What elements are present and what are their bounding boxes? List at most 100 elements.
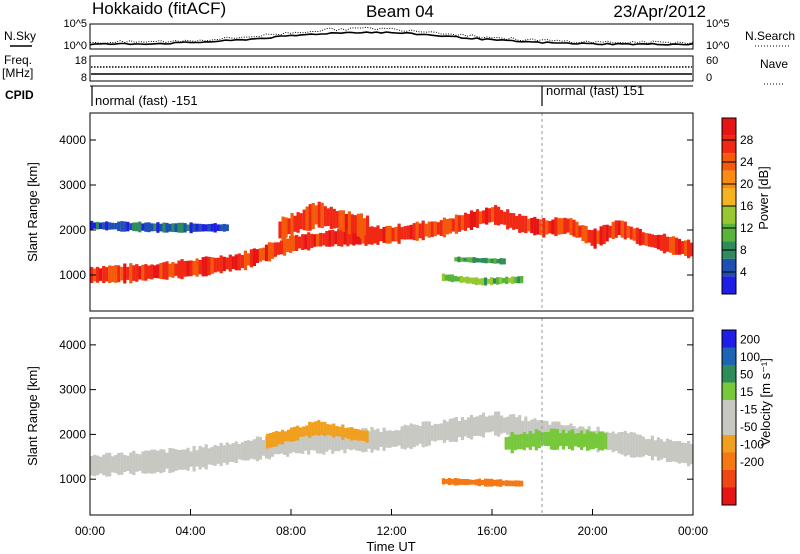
heatmap-cell (171, 262, 175, 278)
heatmap-cell (296, 425, 300, 441)
heatmap-cell (278, 221, 282, 239)
station-title: Hokkaido (fitACF) (92, 0, 226, 18)
colorbar-segment (722, 276, 736, 294)
heatmap-cell (460, 257, 464, 262)
heatmap-cell (570, 429, 575, 451)
colorbar-segment (722, 452, 736, 470)
heatmap-cell (111, 456, 115, 473)
heatmap-cell (427, 221, 431, 238)
heatmap-cell (271, 432, 276, 447)
heatmap-cell (237, 444, 241, 460)
heatmap-cell (102, 266, 106, 283)
colorbar-tick-label: 20 (740, 177, 754, 191)
heatmap-cell (341, 424, 345, 440)
heatmap-cell (505, 276, 509, 285)
heatmap-cell (338, 426, 342, 437)
heatmap-cell (493, 258, 497, 264)
heatmap-cell (453, 478, 457, 486)
heatmap-cell (219, 224, 223, 232)
colorbar-tick-label: 4 (740, 265, 747, 279)
heatmap-cell (590, 230, 594, 246)
heatmap-cell (459, 276, 463, 283)
heatmap-cell (487, 478, 491, 487)
heatmap-cell (587, 229, 591, 243)
heatmap-cell (509, 213, 513, 228)
heatmap-cell (578, 225, 582, 238)
heatmap-cell (105, 452, 109, 477)
heatmap-cell (308, 204, 312, 231)
heatmap-cell (313, 234, 317, 247)
heatmap-cell (192, 446, 196, 472)
heatmap-cell (573, 433, 578, 447)
x-tick-label: 00:00 (678, 524, 708, 538)
heatmap-cell (397, 223, 401, 244)
heatmap-cell (249, 249, 253, 268)
heatmap-cell (671, 441, 676, 462)
heatmap-cell (292, 434, 296, 453)
heatmap-cell (216, 445, 220, 464)
heatmap-cell (656, 437, 660, 461)
velocity-colorbar: 200 100 50 15 -15 -50 -100 -200 (721, 329, 764, 506)
heatmap-cell (159, 263, 163, 279)
heatmap-cell (542, 218, 546, 238)
heatmap-cell (518, 213, 522, 233)
heatmap-cell (313, 434, 317, 451)
heatmap-cell (353, 215, 357, 234)
heatmap-cell (516, 434, 520, 450)
y-tick-label: 2000 (59, 223, 86, 237)
heatmap-cell (502, 278, 506, 284)
heatmap-cell (447, 478, 451, 486)
heatmap-cell (635, 227, 639, 244)
heatmap-cell (240, 442, 244, 461)
heatmap-cell (274, 431, 279, 447)
heatmap-cell (496, 479, 500, 487)
heatmap-cell (255, 436, 259, 462)
heatmap-cell (96, 455, 100, 476)
heatmap-cell (144, 222, 148, 232)
heatmap-cell (352, 226, 356, 246)
heatmap-cell (543, 432, 547, 446)
heatmap-cell (168, 263, 172, 277)
heatmap-cell (344, 214, 348, 230)
heatmap-cell (156, 450, 160, 472)
colorbar-segment (722, 435, 736, 453)
heatmap-cell (141, 223, 145, 231)
heatmap-cell (165, 222, 169, 233)
y-tick-label: 3000 (59, 178, 86, 192)
heatmap-cell (165, 452, 169, 469)
heatmap-cell (222, 223, 226, 232)
heatmap-cell (174, 223, 178, 233)
heatmap-cell (421, 220, 425, 241)
heatmap-cell (153, 449, 157, 474)
heatmap-cell (567, 430, 572, 450)
heatmap-cell (496, 259, 500, 264)
heatmap-cell (415, 221, 419, 241)
heatmap-cell (453, 275, 457, 282)
heatmap-cell (252, 439, 256, 460)
heatmap-cell (659, 234, 663, 251)
heatmap-cell (472, 211, 477, 227)
heatmap-cell (237, 253, 241, 271)
heatmap-cell (617, 220, 621, 235)
power-panel-frame (89, 112, 694, 312)
heatmap-cell (299, 213, 303, 230)
heatmap-cell (255, 249, 259, 263)
heatmap-cell (323, 206, 327, 227)
heatmap-cell (132, 222, 136, 232)
heatmap-cell (466, 257, 470, 263)
heatmap-cell (632, 432, 636, 458)
heatmap-cell (611, 221, 615, 239)
heatmap-cell (481, 258, 485, 263)
cpid-label: CPID (5, 88, 34, 102)
nave-label: Nave (760, 57, 788, 71)
heatmap-cell (281, 216, 285, 241)
heatmap-cell (123, 221, 127, 232)
heatmap-cell (598, 431, 602, 451)
heatmap-cell (225, 224, 229, 232)
heatmap-cell (135, 222, 139, 232)
heatmap-cell (617, 432, 621, 454)
heatmap-cell (180, 449, 184, 470)
heatmap-cell (462, 479, 467, 485)
heatmap-cell (536, 218, 540, 235)
colorbar-segment (722, 258, 736, 277)
